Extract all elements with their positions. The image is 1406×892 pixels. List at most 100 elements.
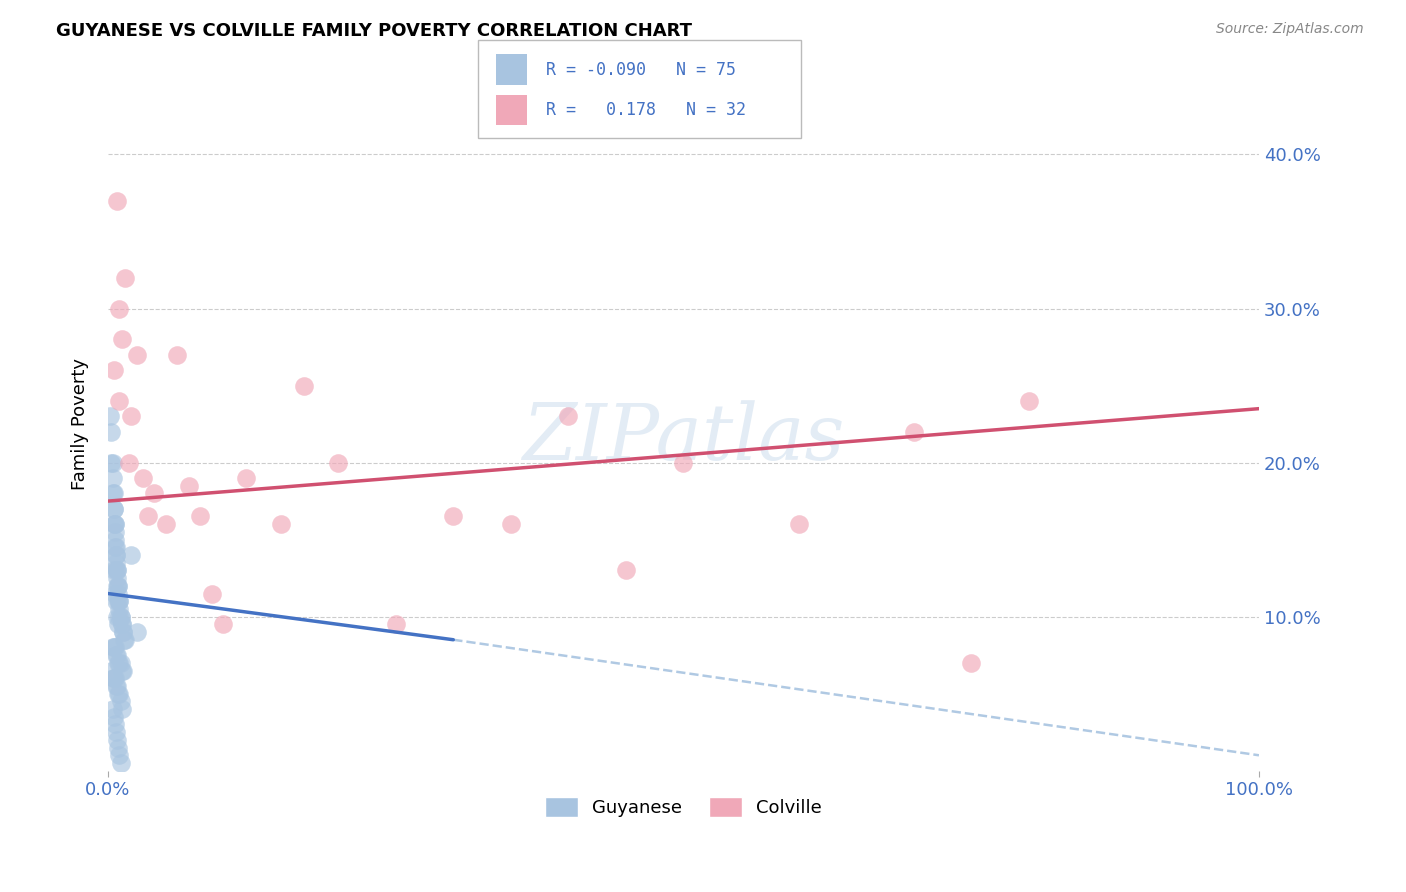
Point (104, 541, 127, 555)
Point (105, 648, 128, 662)
Point (108, 594, 131, 608)
Point (105, 579, 128, 593)
Point (108, 594, 131, 608)
Point (105, 571, 128, 585)
Point (212, 617, 235, 632)
Point (104, 517, 127, 532)
Point (110, 756, 132, 770)
Point (499, 517, 522, 532)
Point (101, 456, 124, 470)
Point (787, 517, 810, 532)
Point (104, 586, 127, 600)
Point (101, 471, 124, 485)
Point (557, 409, 579, 424)
Point (384, 617, 406, 632)
Point (105, 548, 128, 562)
Point (105, 563, 128, 577)
Point (188, 509, 211, 524)
Point (103, 486, 125, 500)
Text: GUYANESE VS COLVILLE FAMILY POVERTY CORRELATION CHART: GUYANESE VS COLVILLE FAMILY POVERTY CORR… (56, 22, 692, 40)
Point (107, 579, 129, 593)
Point (441, 509, 464, 524)
Point (111, 625, 134, 640)
Point (108, 687, 131, 701)
Point (107, 656, 129, 670)
Text: R = -0.090   N = 75: R = -0.090 N = 75 (546, 61, 735, 78)
Point (104, 717, 127, 731)
Point (110, 694, 132, 708)
Point (101, 640, 124, 655)
Point (105, 548, 128, 562)
Point (614, 563, 637, 577)
Point (200, 586, 222, 600)
Point (103, 517, 125, 532)
Point (108, 394, 131, 409)
Point (136, 509, 159, 524)
Point (104, 533, 127, 547)
Text: Source: ZipAtlas.com: Source: ZipAtlas.com (1216, 22, 1364, 37)
Point (108, 301, 131, 316)
Point (111, 702, 134, 716)
Point (101, 702, 124, 716)
Point (111, 625, 134, 640)
Point (100, 425, 122, 439)
Point (104, 517, 127, 532)
Text: R =   0.178   N = 32: R = 0.178 N = 32 (546, 101, 745, 119)
Point (114, 632, 136, 647)
Point (125, 625, 148, 640)
Point (235, 471, 257, 485)
Point (108, 609, 131, 624)
Point (110, 656, 132, 670)
Point (105, 194, 128, 208)
Point (166, 348, 188, 362)
Point (103, 501, 125, 516)
Point (108, 602, 131, 616)
Point (1018, 394, 1040, 409)
Point (101, 671, 124, 685)
Point (103, 671, 125, 685)
Point (105, 725, 128, 739)
Point (107, 594, 129, 608)
Point (105, 732, 128, 747)
Point (112, 632, 135, 647)
Point (903, 425, 925, 439)
Point (270, 517, 292, 532)
Point (107, 687, 129, 701)
Point (105, 541, 128, 555)
Point (960, 656, 983, 670)
Point (103, 640, 125, 655)
Point (104, 524, 127, 539)
Point (111, 617, 134, 632)
Point (110, 609, 132, 624)
Point (98, 409, 121, 424)
Point (155, 517, 177, 532)
Point (672, 456, 695, 470)
Point (105, 563, 128, 577)
Y-axis label: Family Poverty: Family Poverty (72, 358, 89, 490)
Point (105, 594, 128, 608)
Point (107, 579, 129, 593)
Legend: Guyanese, Colville: Guyanese, Colville (538, 789, 830, 824)
Point (118, 456, 141, 470)
Point (120, 548, 142, 562)
Point (100, 456, 122, 470)
Point (143, 486, 166, 500)
Point (108, 656, 131, 670)
Point (103, 563, 125, 577)
Point (111, 332, 134, 346)
Point (107, 586, 129, 600)
Point (103, 363, 125, 377)
Point (111, 617, 134, 632)
Point (105, 609, 128, 624)
Point (131, 471, 153, 485)
Point (120, 409, 142, 424)
Point (104, 640, 127, 655)
Point (105, 679, 128, 693)
Point (105, 556, 128, 570)
Point (105, 679, 128, 693)
Text: ZIPatlas: ZIPatlas (522, 400, 845, 476)
Point (101, 486, 124, 500)
Point (108, 748, 131, 763)
Point (104, 671, 127, 685)
Point (105, 563, 128, 577)
